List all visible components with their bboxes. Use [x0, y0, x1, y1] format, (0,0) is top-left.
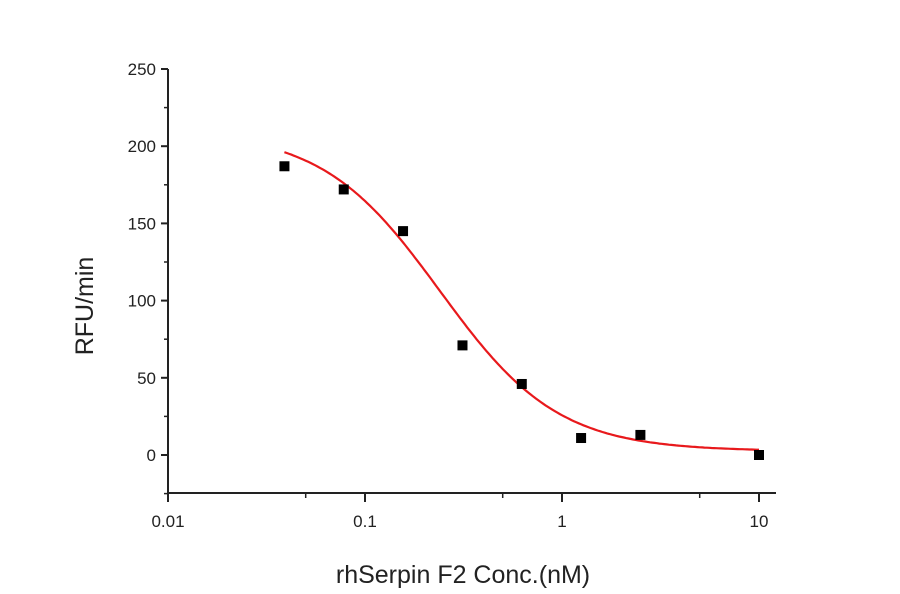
data-point-marker [635, 429, 646, 440]
y-tick-label: 150 [128, 214, 156, 233]
data-point-marker [457, 340, 468, 351]
y-tick-label: 100 [128, 292, 156, 311]
data-point-marker [754, 450, 764, 460]
data-point-marker [576, 433, 587, 444]
x-tick-label: 10 [750, 512, 769, 531]
y-axis-title: RFU/min [71, 257, 99, 356]
x-tick-label: 0.01 [151, 512, 184, 531]
x-tick-label: 0.1 [353, 512, 377, 531]
data-point-marker [338, 184, 349, 195]
fit-curve [284, 151, 759, 451]
plot-area [279, 151, 764, 460]
x-tick-label: 1 [557, 512, 566, 531]
y-tick-label: 200 [128, 137, 156, 156]
y-tick-label: 250 [128, 60, 156, 79]
data-point-marker [398, 226, 409, 237]
data-point-marker [279, 161, 290, 172]
axes: 0 50 100 150 200 250 0.01 0.1 1 10 [128, 60, 776, 531]
y-tick-label: 0 [147, 446, 156, 465]
data-point-marker [516, 378, 527, 389]
x-axis-title: rhSerpin F2 Conc.(nM) [336, 561, 590, 589]
y-tick-label: 50 [137, 369, 156, 388]
